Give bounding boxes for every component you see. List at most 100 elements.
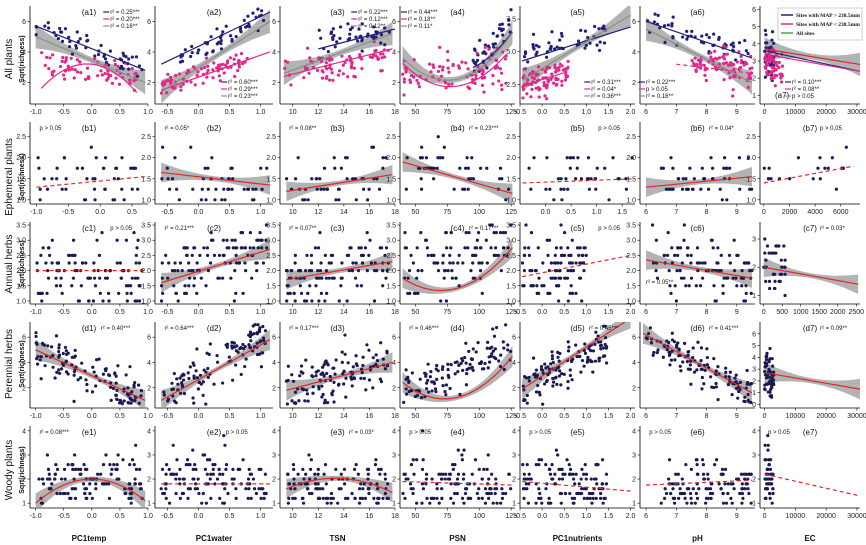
data-point: [243, 246, 248, 250]
data-point: [416, 268, 420, 273]
data-point: [365, 343, 369, 347]
data-point: [448, 253, 452, 258]
data-point: [369, 261, 374, 265]
data-point: [321, 487, 325, 491]
data-point: [79, 472, 83, 476]
data-point: [537, 45, 541, 49]
data-point: [218, 79, 222, 83]
data-point: [239, 346, 243, 350]
data-point: [408, 482, 413, 486]
data-point: [137, 261, 142, 265]
data-point: [286, 284, 290, 288]
data-point: [553, 482, 558, 486]
data-point: [159, 487, 163, 491]
data-point: [783, 265, 787, 269]
data-point: [412, 472, 416, 476]
data-point: [456, 369, 460, 374]
data-point: [588, 496, 592, 500]
data-point: [94, 487, 98, 491]
data-point: [340, 360, 344, 365]
data-point: [56, 37, 60, 41]
data-point: [743, 38, 747, 43]
data-point: [562, 187, 566, 191]
data-point: [359, 376, 363, 380]
x-tick-label: 75: [443, 413, 451, 420]
data-point: [73, 68, 77, 72]
data-point: [557, 374, 562, 378]
data-point: [729, 43, 733, 47]
plot-area: [521, 322, 631, 406]
data-point: [404, 392, 409, 396]
data-point: [47, 67, 51, 71]
data-point: [604, 482, 609, 486]
panel-c3: 10 12 14 16 181.01.52.02.53.03.5 (c3)r² = 0.0…: [266, 222, 399, 316]
data-point: [497, 79, 501, 83]
data-point: [206, 482, 210, 486]
y-tick-label: 3: [22, 452, 26, 459]
stat-text: p > 0.05: [598, 226, 621, 232]
x-tick-label: 100: [473, 309, 485, 316]
x-tick-label: 0.0: [194, 209, 204, 216]
data-point: [246, 496, 250, 500]
data-point: [374, 353, 378, 357]
y-tick-label: 1.0: [266, 197, 276, 204]
data-point: [464, 61, 468, 65]
x-tick-label: 6: [644, 209, 648, 216]
data-point: [234, 35, 238, 39]
panel-label: (c5): [571, 224, 585, 233]
data-point: [215, 27, 219, 31]
data-point: [284, 177, 289, 181]
x-tick-label: 2500: [849, 309, 865, 316]
data-point: [229, 34, 233, 38]
plot-area: [34, 21, 146, 95]
data-point: [244, 268, 248, 273]
data-point: [763, 388, 767, 392]
data-point: [110, 467, 114, 472]
data-point: [286, 472, 290, 476]
data-point: [102, 482, 107, 486]
data-point: [307, 268, 312, 273]
data-point: [96, 74, 100, 78]
data-point: [460, 453, 464, 457]
data-point: [381, 357, 385, 361]
data-point: [550, 30, 554, 34]
data-point: [196, 387, 201, 391]
data-point: [62, 156, 67, 160]
data-point: [746, 51, 750, 56]
data-point: [293, 390, 298, 394]
y-tick-label: 5: [752, 343, 756, 350]
data-point: [202, 368, 206, 372]
data-point: [426, 362, 430, 366]
data-point: [430, 380, 434, 384]
data-point: [127, 57, 131, 61]
panel-label: (d7): [803, 324, 818, 333]
y-tick-label: 3.0: [626, 238, 636, 245]
data-point: [202, 246, 206, 250]
data-point: [771, 472, 775, 476]
data-point: [297, 399, 301, 403]
data-point: [596, 334, 600, 338]
y-tick-label: 2.5: [141, 134, 151, 141]
data-point: [64, 359, 68, 363]
data-point: [705, 33, 709, 37]
data-point: [83, 467, 88, 472]
x-tick-label: 75: [443, 209, 451, 216]
data-point: [174, 491, 178, 496]
data-point: [360, 37, 364, 41]
data-point: [298, 374, 302, 378]
data-point: [57, 343, 61, 347]
data-point: [90, 496, 94, 500]
data-point: [559, 246, 563, 250]
y-tick-label: 3: [272, 452, 276, 459]
panel-label: (e1): [82, 428, 97, 437]
data-point: [706, 187, 711, 191]
data-point: [779, 80, 784, 84]
data-point: [340, 261, 344, 265]
data-point: [736, 396, 740, 400]
plot-area: [645, 223, 754, 303]
data-point: [551, 380, 556, 384]
x-tick-label: -0.5: [62, 209, 74, 216]
data-point: [435, 377, 439, 381]
data-point: [66, 462, 70, 467]
data-point: [175, 458, 179, 462]
